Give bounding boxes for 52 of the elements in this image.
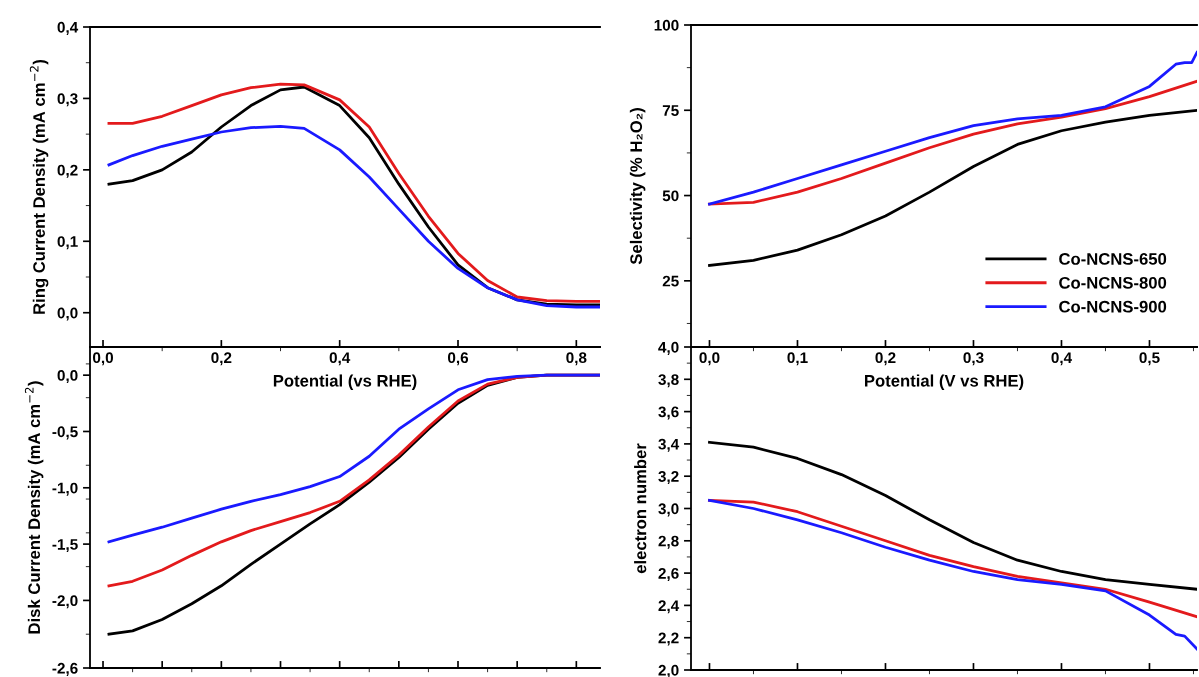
line-series — [107, 373, 600, 544]
y-tick-label: 3,6 — [658, 406, 679, 420]
y-tick-label: 2,6 — [658, 567, 679, 581]
y-tick-label: 2,2 — [658, 632, 679, 646]
y-tick-label: 75 — [662, 105, 679, 116]
y-axis-title: electron number — [634, 443, 647, 574]
y-tick-label: 2,4 — [658, 600, 680, 614]
x-axis-title: Potential (V vs RHE) — [865, 374, 1024, 390]
y-tick-label: 0,3 — [57, 93, 78, 107]
y-tick-label: 100 — [654, 19, 679, 31]
line-series — [708, 50, 1197, 206]
x-tick-label: 0,6 — [447, 352, 469, 366]
y-axis-title: Disk Current Density (mA cm$^{−2}$) — [24, 381, 44, 634]
y-tick-label: -0,5 — [52, 426, 78, 440]
legend-label: Co-NCNS-650 — [1059, 253, 1167, 265]
x-tick-label: 0,0 — [699, 352, 720, 366]
y-tick-label: 0,1 — [57, 236, 78, 250]
line-series — [708, 499, 1197, 651]
y-tick-label: 3,0 — [658, 503, 679, 517]
y-axis-title: Ring Current Density (mA cm$^{−2}$) — [29, 59, 49, 314]
line-series — [107, 124, 600, 309]
x-tick-label: 0,4 — [1051, 352, 1073, 366]
y-axis-title: Selectivity (% H₂O₂) — [629, 108, 646, 265]
line-series — [708, 440, 1197, 591]
legend-label: Co-NCNS-800 — [1059, 276, 1167, 289]
y-tick-label: 0,4 — [57, 21, 79, 35]
x-tick-label: 0,3 — [963, 352, 984, 366]
y-tick-label: 3,8 — [658, 374, 679, 388]
x-tick-label: 0,1 — [787, 352, 808, 366]
y-tick-label: -1,0 — [52, 482, 78, 496]
x-tick-label: 0,2 — [875, 352, 896, 366]
y-tick-label: 4,0 — [658, 341, 679, 355]
y-tick-label: 2,0 — [658, 664, 679, 677]
x-tick-label: 0,4 — [329, 352, 351, 366]
y-tick-label: 3,2 — [658, 471, 679, 485]
y-tick-label: 3,4 — [658, 438, 680, 452]
x-tick-label: 0,8 — [566, 352, 587, 366]
y-tick-label: 50 — [662, 190, 679, 202]
y-tick-label: -2,0 — [52, 595, 78, 609]
x-tick-label: 0,5 — [1139, 352, 1160, 366]
y-tick-label: 25 — [662, 275, 679, 287]
y-tick-label: 2,8 — [658, 535, 679, 549]
legend-label: Co-NCNS-900 — [1059, 300, 1167, 313]
y-tick-label: -1,5 — [52, 539, 78, 553]
y-tick-label: 0,2 — [57, 164, 78, 178]
y-tick-label: 0,0 — [57, 370, 78, 384]
y-tick-label: 0,0 — [57, 307, 78, 321]
x-tick-label: 0,2 — [211, 352, 232, 366]
x-tick-label: 0,0 — [93, 352, 114, 366]
line-series — [708, 108, 1197, 267]
x-axis-title: Potential (vs RHE) — [273, 374, 417, 390]
y-tick-label: -2,6 — [52, 662, 78, 676]
